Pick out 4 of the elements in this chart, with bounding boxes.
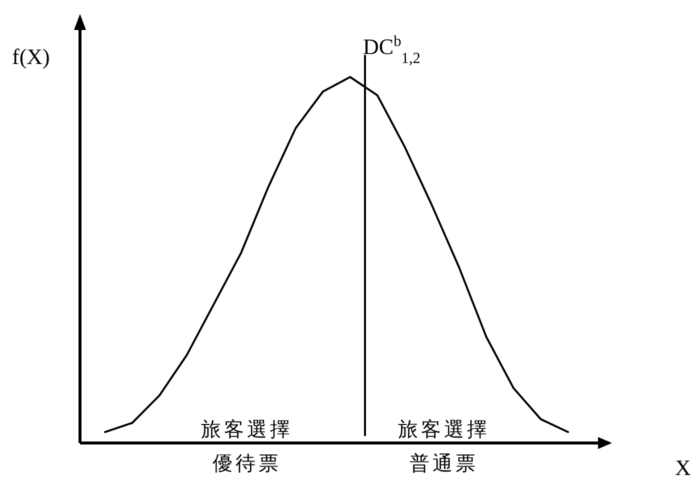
x-axis-title: X	[675, 455, 691, 479]
annotation: 旅客選擇普通票	[398, 419, 490, 475]
annotation: 旅客選擇優待票	[201, 419, 293, 475]
y-axis-title: f(X)	[12, 44, 50, 69]
